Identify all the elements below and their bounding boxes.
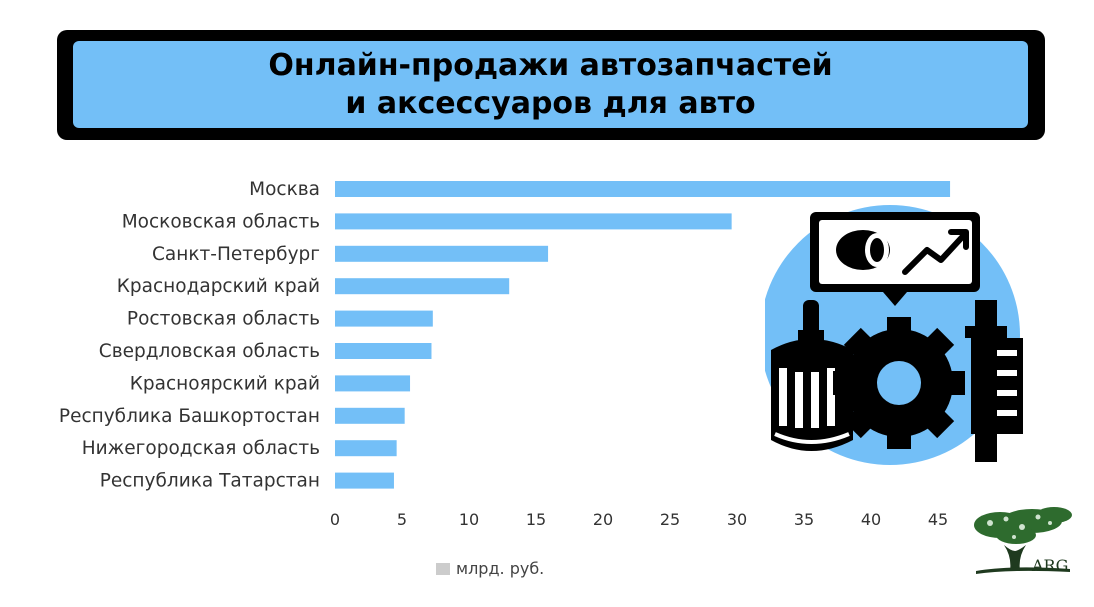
trend-chart-icon xyxy=(902,229,969,275)
chart-title-line-1: Онлайн-продажи автозапчастей xyxy=(268,47,833,83)
bar-1 xyxy=(335,181,951,197)
x-tick-label-3: 10 xyxy=(459,510,479,529)
bar-9 xyxy=(335,440,397,457)
tree-canopy-highlights xyxy=(987,514,1052,539)
bar-2 xyxy=(335,213,732,230)
oil-filter-icon xyxy=(771,300,853,451)
legend-label: млрд. руб. xyxy=(456,559,545,578)
category-label-6: Свердловская область xyxy=(99,341,320,362)
bar-5 xyxy=(335,310,433,327)
bar-8 xyxy=(335,407,405,424)
category-label-1: Москва xyxy=(249,179,320,200)
title-box: Онлайн-продажи автозапчастей и аксессуар… xyxy=(73,41,1028,128)
tree-logo-icon: ARG xyxy=(974,507,1072,575)
category-label-4: Краснодарский край xyxy=(117,276,320,297)
tree-ground xyxy=(976,567,1070,574)
bar-4 xyxy=(335,278,510,295)
category-label-9: Нижегородская область xyxy=(82,438,320,459)
category-label-10: Республика Татарстан xyxy=(100,471,320,492)
category-label-8: Республика Башкортостан xyxy=(59,406,320,427)
coin-icon xyxy=(836,230,890,270)
x-tick-label-1: 0 xyxy=(330,510,340,529)
x-tick-label-10: 45 xyxy=(928,510,948,529)
category-label-3: Санкт-Петербург xyxy=(152,244,320,265)
x-tick-label-5: 20 xyxy=(593,510,613,529)
x-tick-label-2: 5 xyxy=(397,510,407,529)
tree-trunk xyxy=(1004,545,1026,571)
logo-text: ARG xyxy=(1031,556,1068,575)
tree-canopy xyxy=(974,507,1072,544)
legend-swatch xyxy=(436,562,450,575)
auto-parts-growth-icon xyxy=(765,205,1023,465)
gear-icon xyxy=(833,317,965,449)
spark-plug-ribs xyxy=(997,350,1017,416)
bar-10 xyxy=(335,472,394,489)
x-tick-label-7: 30 xyxy=(727,510,747,529)
bar-6 xyxy=(335,343,432,359)
category-label-2: Московская область xyxy=(122,211,320,232)
x-tick-label-8: 35 xyxy=(794,510,814,529)
title-frame: Онлайн-продажи автозапчастей и аксессуар… xyxy=(57,30,1045,140)
legend: млрд. руб. xyxy=(436,559,544,578)
chart-title-line-2: и аксессуаров для авто xyxy=(345,85,756,121)
x-tick-label-4: 15 xyxy=(526,510,546,529)
category-label-5: Ростовская область xyxy=(127,309,320,330)
bubble-tail xyxy=(883,292,907,306)
x-tick-label-6: 25 xyxy=(660,510,680,529)
x-tick-label-9: 40 xyxy=(861,510,881,529)
bar-3 xyxy=(335,245,549,262)
category-label-7: Красноярский край xyxy=(130,373,320,394)
bar-7 xyxy=(335,375,411,392)
